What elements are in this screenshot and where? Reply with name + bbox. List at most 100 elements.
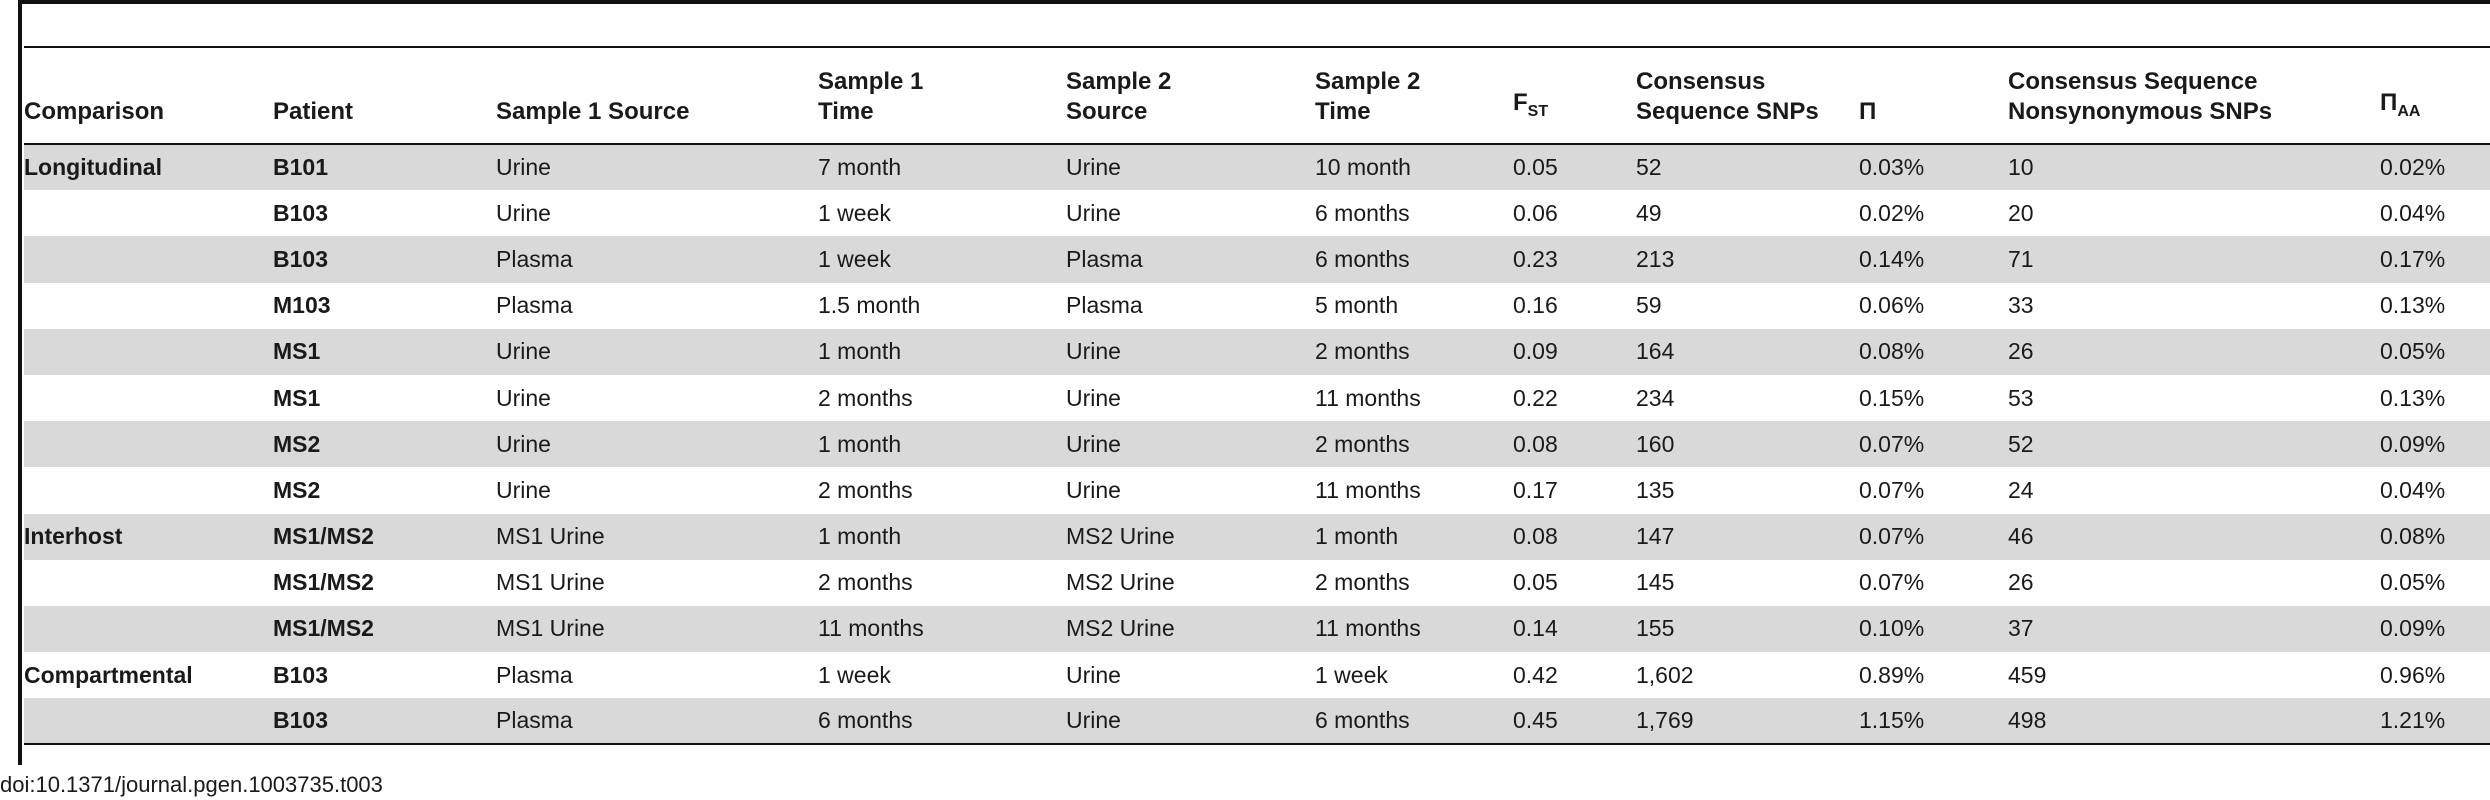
cell-sample1-source: Urine xyxy=(496,144,818,191)
cell-pi-aa: 0.96% xyxy=(2380,661,2446,688)
cell-patient: MS2 xyxy=(273,476,321,503)
table-row: Compartmental B103 Plasma 1 week Urine 1 week… xyxy=(24,652,2490,698)
column-header-fst: FST xyxy=(1513,46,1636,145)
cell-nonsyn-snps: 20 xyxy=(2008,199,2034,226)
cell-fst: 0.08 xyxy=(1513,513,1636,560)
cell-sample2-time: 1 month xyxy=(1315,513,1513,560)
cell-fst: 0.06 xyxy=(1513,199,1558,226)
cell-sample1-time: 2 months xyxy=(818,384,913,411)
cell-patient: MS1 xyxy=(273,328,496,375)
cell-sample1-source: Urine xyxy=(496,384,551,411)
cell-consensus-snps: 147 xyxy=(1636,513,1859,560)
cell-pi: 0.03% xyxy=(1859,144,2008,191)
cell-sample2-time: 11 months xyxy=(1315,605,1513,653)
cell-sample2-time: 6 months xyxy=(1315,236,1513,283)
cell-sample2-source: Plasma xyxy=(1066,292,1143,319)
cell-pi-aa: 0.17% xyxy=(2380,236,2490,283)
cell-nonsyn-snps: 26 xyxy=(2008,328,2380,375)
cell-fst: 0.42 xyxy=(1513,661,1558,688)
cell-fst: 0.05 xyxy=(1513,569,1558,596)
cell-fst: 0.16 xyxy=(1513,292,1558,319)
cell-nonsyn-snps: 71 xyxy=(2008,236,2380,283)
column-header-sample1-source: Sample 1 Source xyxy=(496,46,818,145)
column-header-sample2-source: Sample 2 Source xyxy=(1066,46,1315,145)
cell-sample2-source: MS2 Urine xyxy=(1066,513,1315,560)
cell-sample1-time: 11 months xyxy=(818,605,1066,653)
cell-sample2-time: 1 week xyxy=(1315,661,1388,688)
cell-nonsyn-snps: 37 xyxy=(2008,605,2380,653)
cell-sample2-source: MS2 Urine xyxy=(1066,569,1175,596)
cell-nonsyn-snps: 33 xyxy=(2008,292,2034,319)
cell-fst: 0.45 xyxy=(1513,698,1636,746)
cell-sample1-time: 6 months xyxy=(818,698,1066,746)
cell-fst: 0.17 xyxy=(1513,476,1558,503)
cell-sample1-time: 7 month xyxy=(818,144,1066,191)
cell-pi: 0.14% xyxy=(1859,236,2008,283)
cell-pi-aa: 0.13% xyxy=(2380,384,2446,411)
cell-patient: MS1/MS2 xyxy=(273,605,496,653)
cell-sample2-source: Urine xyxy=(1066,384,1121,411)
column-header-pi: Π xyxy=(1859,46,2008,145)
cell-nonsyn-snps: 26 xyxy=(2008,569,2034,596)
cell-consensus-snps: 135 xyxy=(1636,476,1675,503)
cell-fst: 0.08 xyxy=(1513,421,1636,468)
table-row: B103 Urine 1 week Urine 6 months 0.06 49 0.02% 2… xyxy=(24,190,2490,236)
cell-pi-aa: 0.05% xyxy=(2380,569,2446,596)
cell-pi-aa: 1.21% xyxy=(2380,698,2490,746)
column-header-nonsyn-snps: Consensus Sequence Nonsynonymous SNPs xyxy=(2008,46,2380,145)
doi-caption: doi:10.1371/journal.pgen.1003735.t003 xyxy=(0,772,383,797)
cell-sample1-source: MS1 Urine xyxy=(496,569,605,596)
cell-sample2-source: Urine xyxy=(1066,661,1121,688)
cell-sample2-source: Plasma xyxy=(1066,236,1315,283)
cell-pi-aa: 0.04% xyxy=(2380,476,2446,503)
cell-sample1-source: Plasma xyxy=(496,698,818,746)
cell-sample2-time: 6 months xyxy=(1315,199,1410,226)
cell-sample2-source: Urine xyxy=(1066,421,1315,468)
table-row: B103 Plasma 6 months Urine 6 months 0.45 1,769… xyxy=(24,698,2490,746)
table-row: Interhost MS1/MS2 MS1 Urine 1 month MS2 Urin… xyxy=(24,513,2490,560)
cell-pi-aa: 0.13% xyxy=(2380,292,2446,319)
column-header-pi-aa: ΠAA xyxy=(2380,46,2490,145)
cell-pi: 0.08% xyxy=(1859,328,2008,375)
cell-consensus-snps: 164 xyxy=(1636,328,1859,375)
cell-pi: 1.15% xyxy=(1859,698,2008,746)
cell-sample2-time: 6 months xyxy=(1315,698,1513,746)
cell-nonsyn-snps: 10 xyxy=(2008,144,2380,191)
cell-nonsyn-snps: 52 xyxy=(2008,421,2380,468)
table-row: MS1 Urine 1 month Urine 2 months 0.09 164 0.08%… xyxy=(24,328,2490,375)
cell-comparison: Compartmental xyxy=(24,661,193,688)
cell-sample1-time: 1 month xyxy=(818,421,1066,468)
top-rule xyxy=(22,0,2490,4)
column-header-consensus-snps: Consensus Sequence SNPs xyxy=(1636,46,1859,145)
cell-pi: 0.10% xyxy=(1859,605,2008,653)
cell-sample2-source: Urine xyxy=(1066,328,1315,375)
cell-sample1-source: Urine xyxy=(496,476,551,503)
cell-nonsyn-snps: 46 xyxy=(2008,513,2380,560)
cell-sample1-source: MS1 Urine xyxy=(496,513,818,560)
cell-sample2-source: Urine xyxy=(1066,476,1121,503)
cell-patient: B103 xyxy=(273,236,496,283)
cell-sample1-source: MS1 Urine xyxy=(496,605,818,653)
cell-pi: 0.07% xyxy=(1859,476,1925,503)
cell-pi: 0.02% xyxy=(1859,199,1925,226)
cell-sample2-time: 2 months xyxy=(1315,569,1410,596)
cell-comparison xyxy=(24,283,273,329)
cell-consensus-snps: 160 xyxy=(1636,421,1859,468)
cell-comparison xyxy=(24,328,273,375)
table-row: Longitudinal B101 Urine 7 month Urine 10 mont… xyxy=(24,144,2490,191)
cell-nonsyn-snps: 498 xyxy=(2008,698,2380,746)
cell-sample2-time: 10 month xyxy=(1315,144,1513,191)
table-row: MS2 Urine 2 months Urine 11 months 0.17 135 0.0… xyxy=(24,467,2490,513)
cell-consensus-snps: 1,602 xyxy=(1636,661,1694,688)
cell-sample1-source: Plasma xyxy=(496,661,573,688)
table-row: MS1/MS2 MS1 Urine 11 months MS2 Urine 11 mon… xyxy=(24,605,2490,653)
cell-sample1-source: Plasma xyxy=(496,236,818,283)
column-header-sample1-time: Sample 1 Time xyxy=(818,46,1066,145)
cell-sample2-time: 11 months xyxy=(1315,384,1421,411)
cell-comparison xyxy=(24,190,273,236)
cell-sample1-source: Urine xyxy=(496,199,551,226)
table-row: B103 Plasma 1 week Plasma 6 months 0.23 213 0.1… xyxy=(24,236,2490,283)
cell-pi-aa: 0.09% xyxy=(2380,605,2490,653)
cell-consensus-snps: 234 xyxy=(1636,384,1675,411)
cell-pi-aa: 0.02% xyxy=(2380,144,2490,191)
